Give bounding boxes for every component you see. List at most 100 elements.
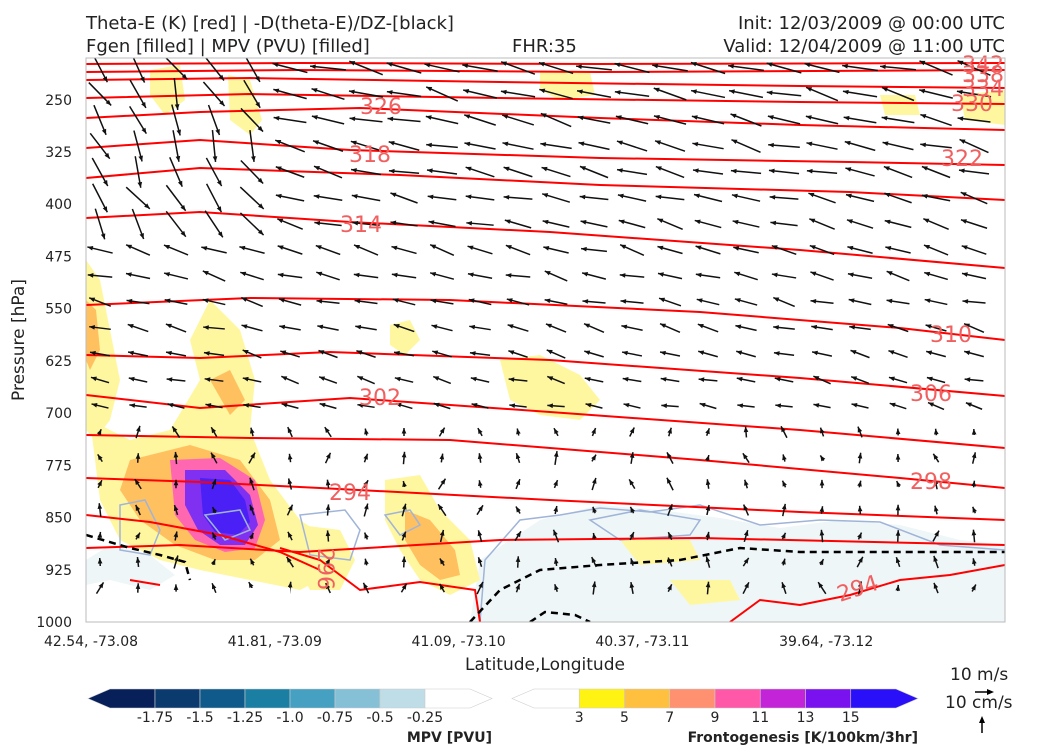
wind-vector	[500, 61, 536, 75]
wind-vector-head	[241, 324, 248, 329]
wind-vector-head	[286, 556, 292, 563]
wind-vector-head	[592, 477, 597, 484]
wind-vector-head	[732, 219, 739, 225]
wind-vector-head	[90, 376, 97, 382]
wind-vector-head	[692, 168, 699, 174]
colorbar-tick-label: 11	[751, 710, 769, 726]
colorbar-swatch	[424, 688, 493, 709]
wind-vector-head	[87, 273, 94, 278]
wind-vector-head	[934, 505, 939, 512]
wind-vector-head	[544, 298, 551, 304]
colorbar-tick-label: -1.75	[137, 710, 173, 726]
wind-vector-head	[889, 402, 896, 408]
wind-vector-head	[348, 89, 355, 95]
wind-vector-head	[242, 350, 249, 355]
wind-vector-head	[288, 504, 293, 511]
theta-e-contour-338	[86, 68, 1005, 74]
wind-vector-head	[731, 193, 738, 199]
wind-vector-head	[657, 218, 664, 224]
theta-e-contour-296	[279, 547, 481, 622]
wind-vector-head	[89, 325, 95, 330]
wind-vector-head	[315, 245, 322, 250]
wind-vector-head	[363, 453, 368, 460]
wind-vector-head	[175, 155, 181, 162]
wind-vector-head	[705, 581, 711, 588]
wind-vector-head	[619, 273, 626, 278]
wind-vector-head	[356, 350, 363, 355]
wind-vector-head	[173, 531, 179, 538]
colorbar-swatch	[578, 688, 625, 709]
wind-vector-head	[433, 402, 440, 408]
wind-vector-head	[576, 64, 582, 70]
wind-vector-head	[580, 220, 587, 225]
wind-vector-head	[426, 168, 433, 174]
wind-vector-head	[729, 89, 735, 94]
wind-vector	[919, 60, 953, 76]
wind-vector-head	[617, 193, 624, 199]
init-time: Init: 12/03/2009 @ 00:00 UTC	[737, 13, 1005, 34]
wind-vector-head	[553, 558, 559, 564]
theta-e-contour-302	[86, 394, 1005, 449]
wind-vector-head	[885, 246, 892, 251]
wind-vector	[500, 90, 536, 98]
wind-vector-head	[388, 168, 395, 174]
wind-vector-head	[849, 325, 855, 330]
wind-vector-head	[425, 115, 432, 120]
wind-vector-head	[211, 583, 217, 590]
wind-vector-head	[203, 351, 210, 356]
wind-vector-head	[176, 129, 181, 136]
wind-vector-head	[842, 89, 849, 95]
theta-e-label-306: 306	[910, 382, 952, 407]
wind-vector-head	[165, 323, 172, 329]
wind-vector-head	[928, 402, 935, 407]
wind-vector-head	[468, 298, 475, 303]
y-tick-label: 325	[45, 145, 72, 161]
wind-vector-head	[614, 62, 621, 68]
wind-vector-head	[541, 166, 548, 172]
wind-vector-head	[287, 581, 293, 588]
wind-vector-head	[430, 298, 437, 304]
wind-vector	[614, 91, 650, 97]
wind-vector-head	[515, 583, 520, 590]
wind-vector-head	[212, 507, 218, 514]
wind-vector-head	[390, 192, 397, 198]
wind-vector-head	[585, 402, 592, 408]
wind-vector-head	[144, 203, 150, 209]
wind-vector-head	[591, 557, 597, 564]
wind-vector-head	[503, 194, 510, 200]
wind-vector-head	[653, 87, 660, 93]
colorbar-swatch	[199, 688, 246, 709]
wind-vector-head	[887, 324, 894, 329]
wind-vector-head	[782, 480, 787, 487]
wind-vector-head	[847, 272, 854, 278]
wind-vector-head	[89, 297, 96, 303]
wind-vector-head	[925, 324, 932, 329]
wind-vector-head	[774, 376, 781, 382]
wind-vector-head	[770, 220, 777, 226]
wind-vector-head	[630, 558, 635, 565]
x-tick-label: 41.81, -73.09	[228, 634, 322, 650]
wind-vector-head	[211, 478, 217, 485]
wind-vector-head	[211, 452, 216, 459]
wind-vector-head	[275, 166, 282, 171]
wind-vector-head	[667, 427, 672, 434]
theta-e-label-326: 326	[360, 95, 402, 120]
wind-vector-head	[392, 298, 399, 303]
wind-vector-head	[660, 377, 667, 382]
wind-vector-head	[582, 299, 589, 304]
wind-vector-head	[886, 298, 893, 304]
wind-vector-head	[846, 219, 853, 224]
wind-vector-head	[582, 272, 589, 277]
wind-vector-head	[402, 481, 407, 487]
wind-vector-head	[661, 403, 668, 409]
wind-vector-head	[614, 90, 621, 95]
wind-vector-head	[744, 582, 749, 589]
wind-vector-head	[351, 168, 357, 173]
wind-vector-head	[287, 427, 293, 434]
wind-vector-head	[430, 244, 437, 250]
wind-vector-head	[933, 428, 939, 435]
wind-vector-head	[655, 194, 662, 200]
wind-vector-head	[427, 194, 434, 200]
wind-vector-head	[181, 73, 188, 80]
wind-vector-head	[809, 245, 816, 250]
